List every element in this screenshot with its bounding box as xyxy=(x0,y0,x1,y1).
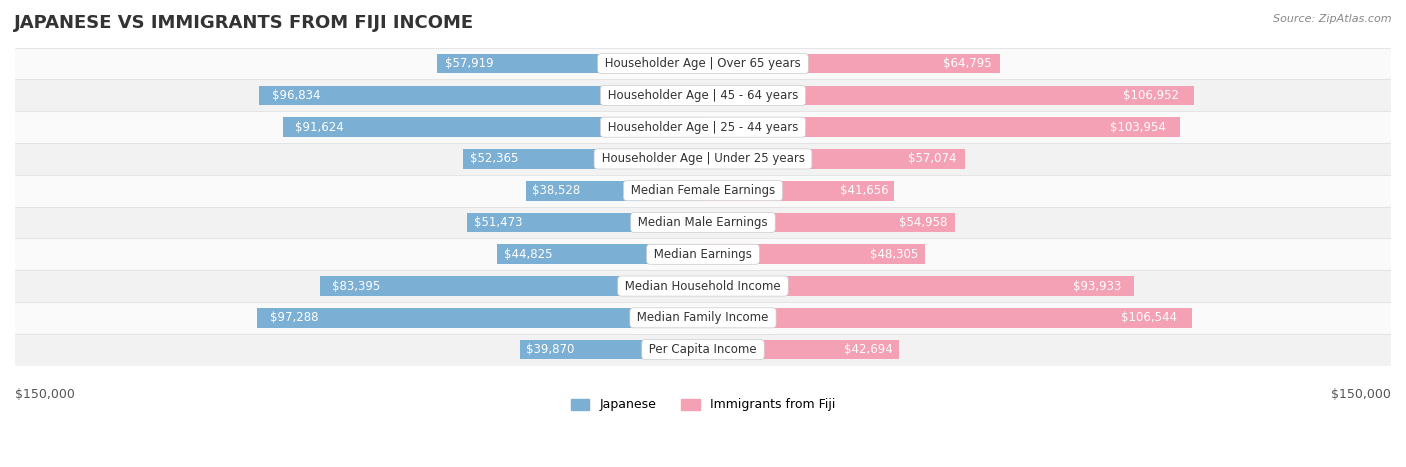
Text: $96,834: $96,834 xyxy=(273,89,321,102)
Text: $93,933: $93,933 xyxy=(1073,280,1121,292)
Text: $83,395: $83,395 xyxy=(332,280,380,292)
Bar xyxy=(259,85,703,105)
Text: $44,825: $44,825 xyxy=(503,248,553,261)
Text: $39,870: $39,870 xyxy=(526,343,574,356)
Bar xyxy=(463,149,703,169)
Bar xyxy=(321,276,703,296)
Text: $57,074: $57,074 xyxy=(908,152,957,165)
Bar xyxy=(703,244,925,264)
Text: Householder Age | 25 - 44 years: Householder Age | 25 - 44 years xyxy=(605,120,801,134)
Bar xyxy=(283,117,703,137)
Bar xyxy=(467,212,703,233)
Bar xyxy=(15,302,1391,334)
Text: Median Male Earnings: Median Male Earnings xyxy=(634,216,772,229)
Bar xyxy=(703,340,898,360)
Bar xyxy=(15,79,1391,111)
Bar xyxy=(703,85,1194,105)
Text: Median Family Income: Median Family Income xyxy=(634,311,772,325)
Text: $106,544: $106,544 xyxy=(1121,311,1177,325)
Text: $42,694: $42,694 xyxy=(844,343,893,356)
Text: Householder Age | Over 65 years: Householder Age | Over 65 years xyxy=(602,57,804,70)
Text: $57,919: $57,919 xyxy=(446,57,494,70)
Text: JAPANESE VS IMMIGRANTS FROM FIJI INCOME: JAPANESE VS IMMIGRANTS FROM FIJI INCOME xyxy=(14,14,474,32)
Text: $106,952: $106,952 xyxy=(1123,89,1178,102)
Text: Per Capita Income: Per Capita Income xyxy=(645,343,761,356)
Bar xyxy=(257,308,703,328)
Bar xyxy=(15,270,1391,302)
Bar xyxy=(703,276,1133,296)
Bar xyxy=(437,54,703,73)
Text: Median Female Earnings: Median Female Earnings xyxy=(627,184,779,197)
Bar xyxy=(15,206,1391,238)
Text: $150,000: $150,000 xyxy=(1331,388,1391,401)
Bar xyxy=(703,117,1180,137)
Text: Householder Age | 45 - 64 years: Householder Age | 45 - 64 years xyxy=(605,89,801,102)
Text: $64,795: $64,795 xyxy=(942,57,991,70)
Text: Householder Age | Under 25 years: Householder Age | Under 25 years xyxy=(598,152,808,165)
Text: $91,624: $91,624 xyxy=(295,120,344,134)
Bar xyxy=(703,149,965,169)
Bar xyxy=(15,48,1391,79)
Bar xyxy=(498,244,703,264)
Bar xyxy=(703,181,894,200)
Text: $52,365: $52,365 xyxy=(470,152,519,165)
Bar xyxy=(15,143,1391,175)
Text: Median Earnings: Median Earnings xyxy=(650,248,756,261)
Text: Source: ZipAtlas.com: Source: ZipAtlas.com xyxy=(1274,14,1392,24)
Text: $97,288: $97,288 xyxy=(270,311,319,325)
Bar xyxy=(15,334,1391,366)
Legend: Japanese, Immigrants from Fiji: Japanese, Immigrants from Fiji xyxy=(565,394,841,417)
Bar xyxy=(15,238,1391,270)
Bar xyxy=(15,111,1391,143)
Bar xyxy=(520,340,703,360)
Text: $150,000: $150,000 xyxy=(15,388,75,401)
Bar xyxy=(703,54,1000,73)
Bar xyxy=(703,308,1192,328)
Bar xyxy=(703,212,955,233)
Text: $41,656: $41,656 xyxy=(839,184,889,197)
Bar xyxy=(526,181,703,200)
Text: $103,954: $103,954 xyxy=(1109,120,1166,134)
Text: $51,473: $51,473 xyxy=(474,216,523,229)
Text: Median Household Income: Median Household Income xyxy=(621,280,785,292)
Text: $48,305: $48,305 xyxy=(870,248,918,261)
Text: $38,528: $38,528 xyxy=(531,184,579,197)
Bar xyxy=(15,175,1391,206)
Text: $54,958: $54,958 xyxy=(898,216,948,229)
